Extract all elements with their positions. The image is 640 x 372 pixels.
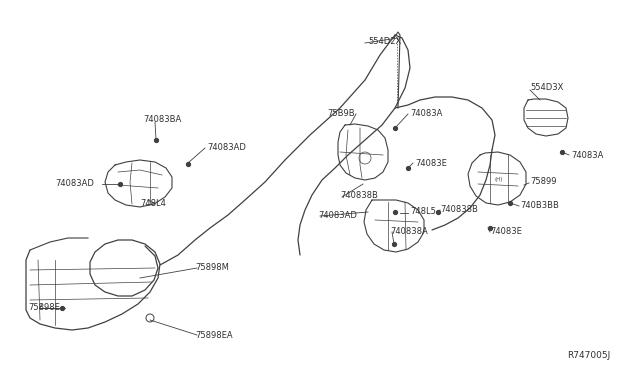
Text: 740838B: 740838B (340, 192, 378, 201)
Text: 740838A: 740838A (390, 228, 428, 237)
Text: 75898E: 75898E (28, 304, 60, 312)
Text: 74083BA: 74083BA (143, 115, 181, 125)
Text: 75898EA: 75898EA (195, 330, 232, 340)
Text: 75898M: 75898M (195, 263, 229, 273)
Text: 74083E: 74083E (490, 228, 522, 237)
Text: 748L4: 748L4 (140, 199, 166, 208)
Text: 74083A: 74083A (410, 109, 442, 118)
Text: 74083A: 74083A (571, 151, 604, 160)
Text: 740B3BB: 740B3BB (520, 201, 559, 209)
Text: 74083AD: 74083AD (207, 144, 246, 153)
Text: 74083E: 74083E (415, 158, 447, 167)
Text: 74083AD: 74083AD (55, 179, 94, 187)
Text: (H): (H) (495, 177, 503, 183)
Text: 75B9B: 75B9B (328, 109, 355, 118)
Text: 748L5: 748L5 (410, 208, 436, 217)
Text: R747005J: R747005J (567, 350, 610, 359)
Text: 554D3X: 554D3X (530, 83, 563, 93)
Text: 75899: 75899 (530, 177, 557, 186)
Text: 554D2X: 554D2X (368, 38, 401, 46)
Text: 74083AD: 74083AD (318, 211, 357, 219)
Text: 740838B: 740838B (440, 205, 478, 215)
